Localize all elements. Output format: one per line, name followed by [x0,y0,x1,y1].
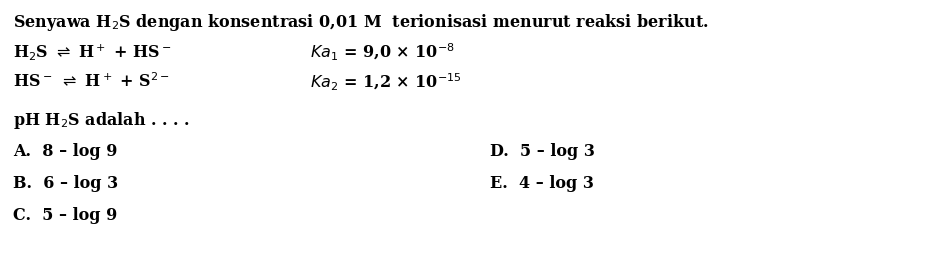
Text: B.  6 – log 3: B. 6 – log 3 [13,175,118,192]
Text: D.  5 – log 3: D. 5 – log 3 [490,143,595,160]
Text: H$_2$S $\rightleftharpoons$ H$^+$ + HS$^-$: H$_2$S $\rightleftharpoons$ H$^+$ + HS$^… [13,42,172,62]
Text: Senyawa H$_2$S dengan konsentrasi 0,01 M  terionisasi menurut reaksi berikut.: Senyawa H$_2$S dengan konsentrasi 0,01 M… [13,12,709,33]
Text: HS$^-$ $\rightleftharpoons$ H$^+$ + S$^{2-}$: HS$^-$ $\rightleftharpoons$ H$^+$ + S$^{… [13,72,170,91]
Text: E.  4 – log 3: E. 4 – log 3 [490,175,593,192]
Text: C.  5 – log 9: C. 5 – log 9 [13,207,118,224]
Text: pH H$_2$S adalah . . . .: pH H$_2$S adalah . . . . [13,110,191,131]
Text: $Ka_2$ = 1,2 × 10$^{-15}$: $Ka_2$ = 1,2 × 10$^{-15}$ [310,72,462,93]
Text: $Ka_1$ = 9,0 × 10$^{-8}$: $Ka_1$ = 9,0 × 10$^{-8}$ [310,42,455,63]
Text: A.  8 – log 9: A. 8 – log 9 [13,143,118,160]
